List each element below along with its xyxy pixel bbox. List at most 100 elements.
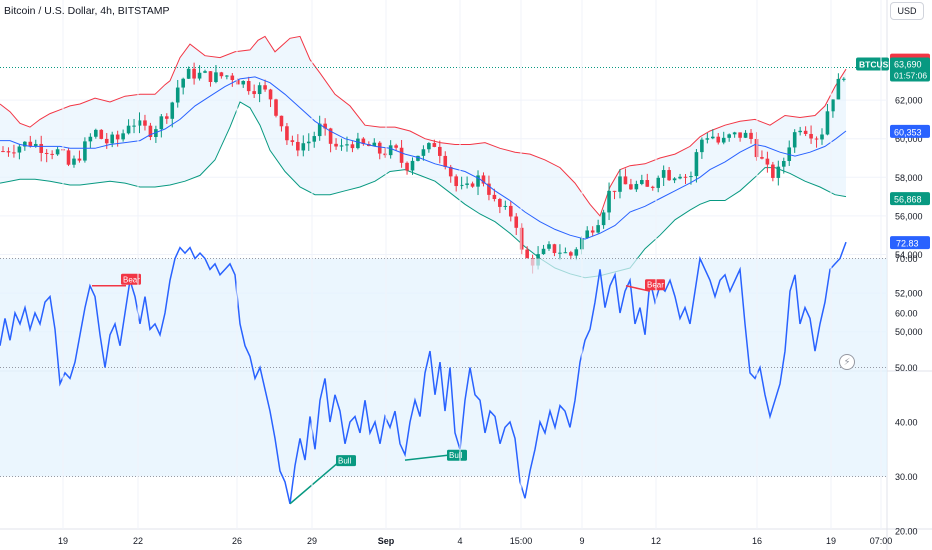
candle-body — [574, 249, 579, 256]
candle-body — [656, 177, 660, 188]
chart-title: Bitcoin / U.S. Dollar, 4h, BITSTAMP — [4, 5, 170, 17]
candle-body — [700, 139, 704, 153]
candle-body — [454, 176, 458, 187]
candle-body — [612, 190, 617, 192]
time-tick-label: 29 — [307, 536, 317, 546]
countdown-timer: 01:57:06 — [894, 70, 927, 80]
candle-body — [39, 143, 44, 153]
candle-body — [181, 78, 185, 88]
candle-body — [547, 244, 551, 249]
rsi-current-value: 72.83 — [896, 239, 919, 249]
candle-body — [634, 183, 639, 190]
price-tick-label: 52,000 — [895, 289, 923, 299]
candle-body — [558, 252, 562, 254]
candle-body — [443, 155, 448, 167]
candle-body — [683, 176, 688, 178]
divergence-line — [625, 285, 651, 292]
candle-body — [618, 176, 622, 192]
candle-body — [781, 160, 786, 167]
currency-button[interactable]: USD — [890, 2, 924, 20]
price-label-bb_basis-text: 60,353 — [894, 127, 922, 137]
bollinger-upper-line — [0, 35, 847, 217]
candle-body — [290, 140, 295, 142]
rsi-tick-label: 70.00 — [895, 254, 918, 264]
candle-body — [148, 125, 153, 138]
rsi-tick-label: 60.00 — [895, 309, 918, 319]
time-tick-label: Sep — [378, 536, 395, 546]
candle-body — [44, 152, 49, 154]
candle-body — [192, 68, 196, 79]
candle-body — [143, 120, 147, 126]
candle-body — [383, 153, 387, 156]
candles-group — [1, 62, 846, 274]
candle-body — [481, 175, 486, 184]
candle-body — [94, 129, 98, 137]
candle-body — [274, 99, 278, 116]
candle-body — [296, 141, 300, 151]
candle-body — [738, 132, 742, 138]
candle-body — [214, 72, 218, 83]
candle-body — [110, 134, 114, 144]
divergence-badge — [447, 449, 467, 461]
candle-body — [541, 248, 546, 255]
time-tick-label: 22 — [133, 536, 143, 546]
candle-body — [825, 111, 830, 135]
candle-body — [23, 141, 27, 147]
candle-body — [83, 141, 87, 161]
candle-body — [306, 141, 311, 144]
candle-body — [6, 151, 11, 153]
candle-body — [629, 184, 633, 190]
candle-body — [66, 150, 71, 165]
candle-body — [809, 133, 813, 139]
candle-body — [339, 145, 344, 147]
divergence-line — [404, 453, 453, 461]
candle-body — [836, 78, 841, 100]
price-tick-label: 62,000 — [895, 96, 923, 106]
candle-body — [427, 143, 431, 150]
candle-body — [312, 136, 317, 142]
candle-body — [1, 151, 5, 153]
candle-body — [705, 138, 710, 140]
candle-body — [17, 146, 22, 153]
candle-body — [803, 130, 808, 134]
candle-body — [55, 149, 60, 155]
candle-body — [394, 145, 398, 148]
candle-body — [72, 158, 76, 165]
price-label-bb_basis — [890, 124, 930, 138]
candle-body — [492, 194, 497, 200]
candle-body — [743, 132, 748, 138]
candle-body — [328, 128, 333, 144]
rsi-tick-label: 20.00 — [895, 527, 918, 537]
candle-body — [356, 138, 360, 149]
divergence-label: Bear — [123, 275, 140, 284]
time-tick-label: 15:00 — [510, 536, 533, 546]
price-tick-label: 58,000 — [895, 173, 923, 183]
divergence-badge — [336, 455, 356, 467]
candle-body — [257, 85, 262, 95]
candle-body — [263, 85, 267, 90]
rsi-tick-label: 50.00 — [895, 363, 918, 373]
candle-body — [694, 152, 699, 177]
candle-body — [596, 225, 600, 233]
price-label-bb_lower-text: 56,868 — [894, 195, 922, 205]
divergence-label: Bull — [449, 451, 463, 460]
candle-body — [569, 252, 573, 256]
candle-body — [678, 176, 682, 179]
candle-body — [323, 123, 327, 129]
last-price-badge — [890, 57, 930, 82]
candle-body — [776, 166, 781, 178]
candle-body — [640, 180, 644, 184]
candle-body — [88, 136, 93, 142]
lightning-icon[interactable]: ⚡ — [839, 354, 855, 370]
candle-body — [388, 145, 393, 156]
candle-body — [448, 166, 453, 177]
candle-body — [334, 143, 338, 147]
candle-body — [301, 143, 306, 151]
candle-body — [405, 162, 409, 171]
divergence-badge — [645, 279, 665, 291]
candle-body — [820, 134, 824, 140]
candle-body — [99, 129, 104, 139]
candle-body — [268, 89, 273, 100]
time-tick-label: 19 — [58, 536, 68, 546]
